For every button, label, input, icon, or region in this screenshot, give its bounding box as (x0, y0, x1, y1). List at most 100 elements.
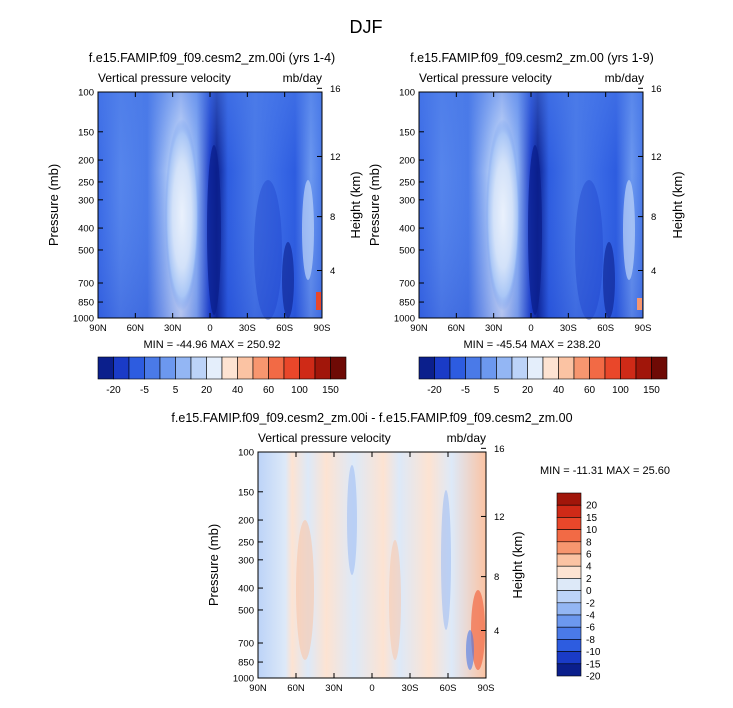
y-tick-label: 200 (399, 156, 415, 167)
colorbar-label: -5 (461, 385, 470, 396)
y-tick-label: 1000 (73, 314, 94, 325)
y-tick-label: 300 (78, 195, 94, 206)
colorbar-swatch (465, 356, 482, 380)
height-tick-label: 8 (651, 212, 656, 223)
y-tick-label: 250 (238, 537, 254, 548)
x-tick-label: 60S (597, 323, 614, 334)
y-tick-label: 200 (238, 516, 254, 527)
page-title: DJF (350, 17, 383, 37)
colorbar-swatch (330, 356, 347, 380)
colorbar-swatch (620, 356, 637, 380)
colorbar-swatch (299, 356, 316, 380)
height-tick-label: 16 (330, 84, 341, 95)
y-tick-label: 1000 (394, 314, 415, 325)
y-tick-label: 850 (399, 298, 415, 309)
colorbar-label: -2 (586, 598, 595, 609)
colorbar-swatch (604, 356, 621, 380)
colorbar-swatch (556, 553, 582, 567)
colorbar-label: 20 (586, 501, 598, 512)
colorbar: -20 -5 5 20 40 60 100 150 (418, 356, 668, 396)
y-axis-label: Pressure (mb) (206, 524, 221, 606)
y-tick-label: 250 (399, 177, 415, 188)
y-tick-label: 300 (238, 555, 254, 566)
height-tick-label: 8 (494, 572, 499, 583)
height-tick-label: 4 (651, 266, 656, 277)
colorbar-swatch (558, 356, 575, 380)
y-axis-left: 100 150 200 250 300 400 500 700 850 1000 (73, 88, 103, 325)
colorbar-swatch (556, 651, 582, 665)
colorbar-swatch (418, 356, 435, 380)
panel-title: f.e15.FAMIP.f09_f09.cesm2_zm.00 (yrs 1-9… (410, 51, 654, 65)
plot-field (97, 91, 323, 320)
colorbar-swatch (651, 356, 668, 380)
height-tick-label: 12 (651, 152, 662, 163)
panel-subtitle-right: mb/day (605, 71, 644, 85)
colorbar-swatch (113, 356, 130, 380)
y-tick-label: 500 (238, 605, 254, 616)
colorbar-label: -20 (586, 672, 601, 683)
y-tick-label: 200 (78, 156, 94, 167)
x-tick-label: 90S (314, 323, 331, 334)
colorbar-label: 100 (291, 385, 308, 396)
panel-subtitle-left: Vertical pressure velocity (98, 71, 231, 85)
colorbar-swatch (556, 602, 582, 616)
colorbar-swatch (556, 614, 582, 628)
x-tick-label: 0 (369, 683, 374, 694)
colorbar-swatch (556, 492, 582, 506)
colorbar-swatch (635, 356, 652, 380)
colorbar-label: -4 (586, 611, 595, 622)
y-axis-label-right: Height (km) (348, 171, 363, 238)
panel-title: f.e15.FAMIP.f09_f09.cesm2_zm.00i - f.e15… (171, 411, 572, 425)
colorbar-label: 4 (586, 562, 592, 573)
stats-text: MIN = -11.31 MAX = 25.60 (540, 465, 670, 477)
y-axis-label-right: Height (km) (510, 531, 525, 598)
height-tick-label: 8 (330, 212, 335, 223)
y-axis-label-right: Height (km) (670, 171, 685, 238)
colorbar-swatch (268, 356, 285, 380)
colorbar-label: 60 (263, 385, 275, 396)
y-tick-label: 250 (78, 177, 94, 188)
colorbar-swatch (252, 356, 269, 380)
colorbar-label: -5 (140, 385, 149, 396)
colorbar-swatch (206, 356, 223, 380)
colorbar-swatch (97, 356, 114, 380)
colorbar-label: -8 (586, 635, 595, 646)
colorbar-swatch (589, 356, 606, 380)
colorbar-label: -20 (106, 385, 121, 396)
colorbar-swatch (556, 541, 582, 555)
colorbar-label: 15 (586, 513, 598, 524)
colorbar-label: 6 (586, 550, 592, 561)
colorbar-swatch (556, 517, 582, 530)
colorbar-label: -6 (586, 623, 595, 634)
x-axis: 90N 60N 30N 0 30S 60S 90S (249, 452, 494, 694)
x-axis: 90N 60N 30N 0 30S 60S 90S (410, 92, 651, 334)
colorbar-swatch (527, 356, 544, 380)
colorbar-swatch (556, 639, 582, 652)
x-tick-label: 30S (239, 323, 256, 334)
colorbar-label: 40 (553, 385, 565, 396)
colorbar-label: 2 (586, 574, 592, 585)
colorbar-label: 40 (232, 385, 244, 396)
x-tick-label: 30N (325, 683, 343, 694)
x-tick-label: 0 (528, 323, 533, 334)
panel-subtitle-left: Vertical pressure velocity (258, 431, 391, 445)
x-tick-label: 60S (440, 683, 457, 694)
y-axis-label: Pressure (mb) (46, 164, 61, 246)
y-axis-right: 16 12 8 4 (317, 84, 341, 277)
y-tick-label: 1000 (233, 674, 254, 685)
colorbar-swatch (159, 356, 176, 380)
colorbar-label: 0 (586, 586, 592, 597)
panel-subtitle-left: Vertical pressure velocity (419, 71, 552, 85)
colorbar-swatch (128, 356, 145, 380)
y-tick-label: 700 (238, 638, 254, 649)
colorbar-swatch (556, 504, 582, 518)
x-tick-label: 90N (410, 323, 428, 334)
x-tick-label: 60N (287, 683, 305, 694)
x-tick-label: 90S (478, 683, 495, 694)
colorbar-swatch (542, 356, 559, 380)
y-axis-right: 16 12 8 4 (638, 84, 662, 277)
colorbar-label: 10 (586, 525, 598, 536)
x-tick-label: 90N (249, 683, 267, 694)
y-tick-label: 100 (238, 448, 254, 459)
